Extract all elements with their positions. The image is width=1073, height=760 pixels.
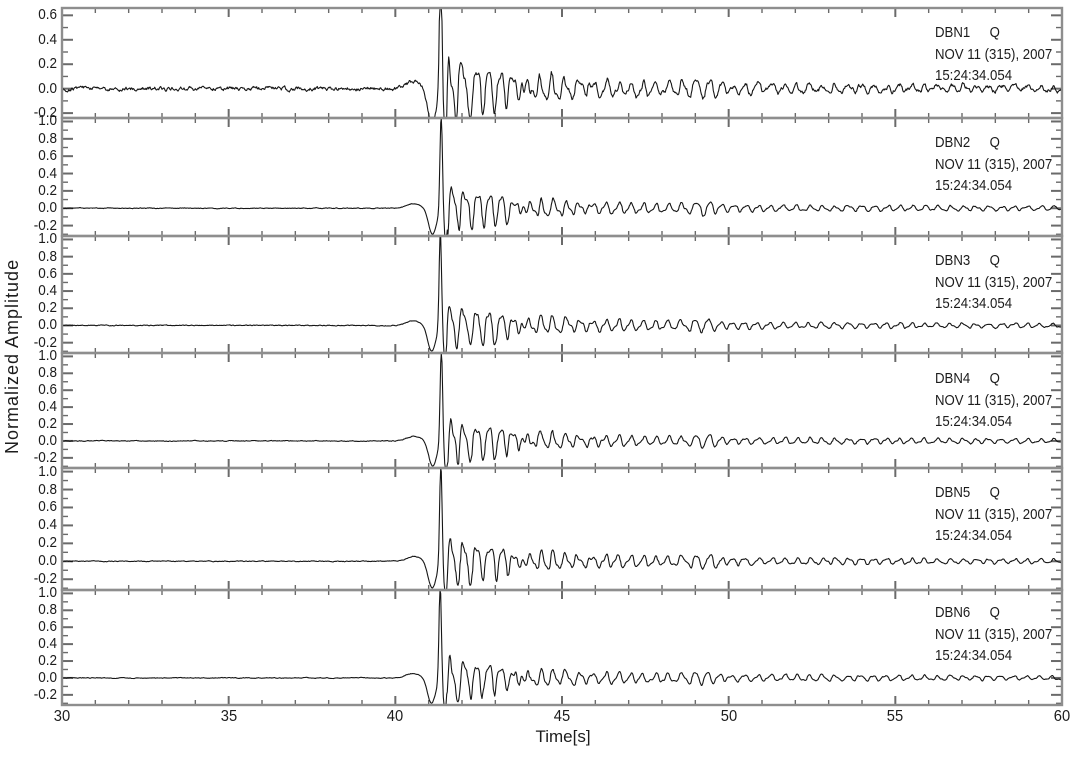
panel-frame-dbn4 xyxy=(60,351,1064,470)
channel-code: Q xyxy=(989,370,1000,387)
y-tick-label: 0.6 xyxy=(38,264,57,282)
y-tick-label: 0.4 xyxy=(38,398,57,416)
y-tick-label: -0.2 xyxy=(33,448,57,466)
y-tick-label: 0.8 xyxy=(38,129,57,147)
y-tick-label: 1.0 xyxy=(38,462,57,480)
station-code: DBN1 xyxy=(935,24,971,41)
y-tick-label: 0.8 xyxy=(38,364,57,382)
event-date: NOV 11 (315), 2007 xyxy=(935,155,1053,173)
y-tick-label: 0.0 xyxy=(38,431,57,449)
trace-label-dbn2: DBN2 Q NOV 11 (315), 2007 15:24:34.054 xyxy=(935,132,1052,197)
station-code: DBN4 xyxy=(935,370,971,387)
x-tick-label: 30 xyxy=(53,708,71,725)
channel-code: Q xyxy=(989,604,1000,621)
event-time: 15:24:34.054 xyxy=(935,527,1013,544)
station-line: DBN1 Q xyxy=(935,22,1052,44)
y-axis-title: Normalized Amplitude xyxy=(2,258,22,455)
y-tick-label: 0.4 xyxy=(38,635,57,653)
y-tick-label: -0.2 xyxy=(33,333,57,351)
station-code: DBN3 xyxy=(935,252,971,269)
event-time: 15:24:34.054 xyxy=(935,413,1013,430)
y-tick-label: 0.0 xyxy=(38,79,57,97)
station-line: DBN3 Q xyxy=(935,250,1052,272)
y-tick-label: 0.2 xyxy=(38,415,57,433)
y-tick-label: 0.2 xyxy=(38,534,57,552)
x-tick-label: 60 xyxy=(1053,708,1071,725)
y-tick-label: -0.2 xyxy=(33,685,57,703)
y-tick-label: 0.0 xyxy=(38,668,57,686)
trace-label-dbn6: DBN6 Q NOV 11 (315), 2007 15:24:34.054 xyxy=(935,602,1052,667)
y-tick-label: 0.4 xyxy=(38,30,57,48)
station-line: DBN6 Q xyxy=(935,602,1052,624)
trace-dbn4 xyxy=(61,352,1063,469)
y-tick-label: 0.2 xyxy=(38,55,57,73)
y-tick-label: 1.0 xyxy=(38,347,57,365)
y-tick-label: 0.4 xyxy=(38,164,57,182)
x-tick-label: 45 xyxy=(553,708,571,725)
trace-dbn1 xyxy=(61,8,1063,118)
y-tick-label: 0.4 xyxy=(38,282,57,300)
panel-frame-dbn1 xyxy=(60,6,1064,120)
trace-label-dbn3: DBN3 Q NOV 11 (315), 2007 15:24:34.054 xyxy=(935,250,1052,315)
event-date: NOV 11 (315), 2007 xyxy=(935,391,1053,409)
channel-code: Q xyxy=(989,134,1000,151)
y-tick-label: 0.0 xyxy=(38,316,57,334)
panel-frame-dbn2 xyxy=(60,116,1064,238)
y-tick-label: 0.6 xyxy=(38,147,57,165)
y-tick-label: 0.8 xyxy=(38,247,57,265)
channel-code: Q xyxy=(989,252,1000,269)
y-tick-label: 0.6 xyxy=(38,618,57,636)
x-tick-label: 50 xyxy=(720,708,737,725)
y-tick-label: 0.0 xyxy=(38,552,57,570)
station-line: DBN2 Q xyxy=(935,132,1052,154)
y-tick-label: 0.6 xyxy=(38,6,57,24)
trace-dbn3 xyxy=(61,235,1063,354)
event-time: 15:24:34.054 xyxy=(935,647,1013,664)
y-tick-label: 0.2 xyxy=(38,181,57,199)
trace-label-dbn4: DBN4 Q NOV 11 (315), 2007 15:24:34.054 xyxy=(935,368,1052,433)
event-date: NOV 11 (315), 2007 xyxy=(935,625,1053,643)
trace-label-dbn5: DBN5 Q NOV 11 (315), 2007 15:24:34.054 xyxy=(935,482,1052,547)
y-tick-label: 1.0 xyxy=(38,112,57,130)
x-tick-label: 40 xyxy=(387,708,404,725)
y-tick-label: 0.6 xyxy=(38,498,57,516)
trace-dbn6 xyxy=(61,589,1063,706)
trace-dbn5 xyxy=(61,467,1063,591)
channel-code: Q xyxy=(989,484,1000,501)
y-tick-label: 1.0 xyxy=(38,230,57,248)
event-time: 15:24:34.054 xyxy=(935,177,1013,194)
y-tick-label: 0.8 xyxy=(38,480,57,498)
station-code: DBN6 xyxy=(935,604,971,621)
station-code: DBN5 xyxy=(935,484,971,501)
panel-frame-dbn5 xyxy=(60,466,1064,592)
x-tick-label: 55 xyxy=(887,708,904,725)
event-time: 15:24:34.054 xyxy=(935,295,1013,312)
y-tick-label: 0.6 xyxy=(38,381,57,399)
x-axis-title: Time[s] xyxy=(535,727,591,746)
panel-frame-dbn6 xyxy=(60,588,1064,707)
panel-frame-dbn3 xyxy=(60,234,1064,355)
trace-label-dbn1: DBN1 Q NOV 11 (315), 2007 15:24:34.054 xyxy=(935,22,1052,87)
event-date: NOV 11 (315), 2007 xyxy=(935,45,1053,63)
event-date: NOV 11 (315), 2007 xyxy=(935,505,1053,523)
x-tick-label: 35 xyxy=(220,708,237,725)
y-tick-label: 0.8 xyxy=(38,601,57,619)
y-tick-label: 0.4 xyxy=(38,516,57,534)
y-tick-label: 0.2 xyxy=(38,652,57,670)
channel-code: Q xyxy=(989,24,1000,41)
y-tick-label: -0.2 xyxy=(33,570,57,588)
y-tick-label: 0.0 xyxy=(38,199,57,217)
y-tick-label: -0.2 xyxy=(33,216,57,234)
station-line: DBN4 Q xyxy=(935,368,1052,390)
event-date: NOV 11 (315), 2007 xyxy=(935,273,1053,291)
station-line: DBN5 Q xyxy=(935,482,1052,504)
trace-dbn2 xyxy=(61,117,1063,237)
y-tick-label: -0.2 xyxy=(33,104,57,122)
event-time: 15:24:34.054 xyxy=(935,67,1013,84)
station-code: DBN2 xyxy=(935,134,971,151)
y-tick-label: 1.0 xyxy=(38,584,57,602)
y-tick-label: 0.2 xyxy=(38,299,57,317)
